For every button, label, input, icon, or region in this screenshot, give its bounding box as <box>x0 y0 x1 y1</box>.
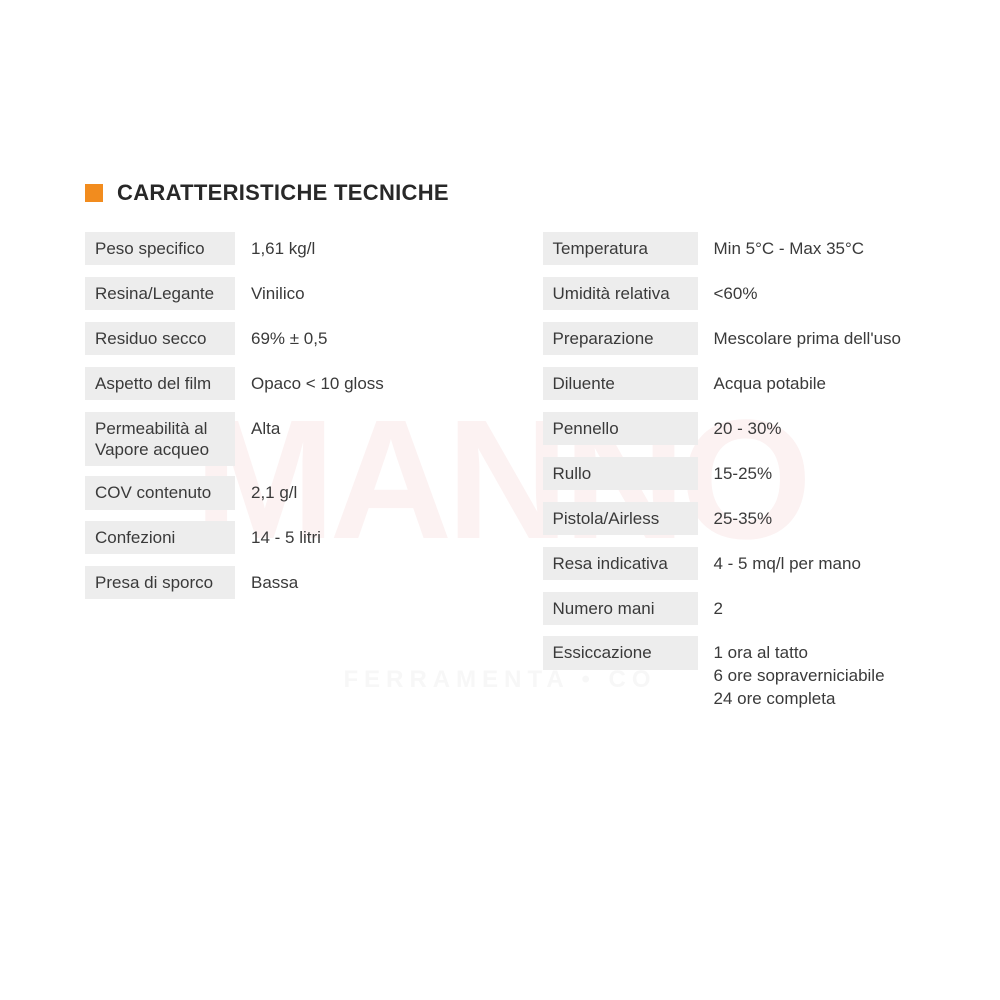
spec-value: 14 - 5 litri <box>235 521 331 556</box>
spec-value: 25-35% <box>698 502 783 537</box>
spec-row: Pennello20 - 30% <box>543 412 941 447</box>
spec-label: Temperatura <box>543 232 698 265</box>
spec-label: Rullo <box>543 457 698 490</box>
spec-value: Opaco < 10 gloss <box>235 367 394 402</box>
bullet-icon <box>85 184 103 202</box>
spec-value: Min 5°C - Max 35°C <box>698 232 875 267</box>
spec-value: Bassa <box>235 566 308 601</box>
spec-label: Umidità relativa <box>543 277 698 310</box>
spec-value: 1,61 kg/l <box>235 232 325 267</box>
spec-value: 4 - 5 mq/l per mano <box>698 547 871 582</box>
spec-value: 20 - 30% <box>698 412 792 447</box>
spec-row: Resa indicativa4 - 5 mq/l per mano <box>543 547 941 582</box>
spec-row: Umidità relativa<60% <box>543 277 941 312</box>
spec-value: Vinilico <box>235 277 315 312</box>
spec-label: Pistola/Airless <box>543 502 698 535</box>
spec-row: DiluenteAcqua potabile <box>543 367 941 402</box>
spec-label: COV contenuto <box>85 476 235 509</box>
spec-value: 69% ± 0,5 <box>235 322 337 357</box>
spec-row: Rullo15-25% <box>543 457 941 492</box>
spec-label: Peso specifico <box>85 232 235 265</box>
spec-label: Diluente <box>543 367 698 400</box>
spec-row: COV contenuto2,1 g/l <box>85 476 483 511</box>
spec-value: 15-25% <box>698 457 783 492</box>
spec-row: Aspetto del filmOpaco < 10 gloss <box>85 367 483 402</box>
spec-row: Presa di sporcoBassa <box>85 566 483 601</box>
spec-row: Resina/LeganteVinilico <box>85 277 483 312</box>
spec-value: Acqua potabile <box>698 367 836 402</box>
spec-row: Residuo secco69% ± 0,5 <box>85 322 483 357</box>
spec-row: Pistola/Airless25-35% <box>543 502 941 537</box>
spec-value: 2 <box>698 592 733 627</box>
spec-label: Numero mani <box>543 592 698 625</box>
spec-value: Alta <box>235 412 290 447</box>
spec-row: Confezioni14 - 5 litri <box>85 521 483 556</box>
spec-label: Resa indicativa <box>543 547 698 580</box>
spec-sheet: CARATTERISTICHE TECNICHE Peso specifico1… <box>0 0 1000 717</box>
spec-value: <60% <box>698 277 768 312</box>
spec-row: Peso specifico1,61 kg/l <box>85 232 483 267</box>
right-column: TemperaturaMin 5°C - Max 35°CUmidità rel… <box>543 232 941 717</box>
spec-row: Essiccazione1 ora al tatto 6 ore soprave… <box>543 636 941 717</box>
spec-row: Permeabilità al Vapore acqueoAlta <box>85 412 483 467</box>
spec-label: Essiccazione <box>543 636 698 669</box>
spec-value: 2,1 g/l <box>235 476 307 511</box>
spec-label: Pennello <box>543 412 698 445</box>
spec-label: Residuo secco <box>85 322 235 355</box>
spec-label: Resina/Legante <box>85 277 235 310</box>
spec-label: Presa di sporco <box>85 566 235 599</box>
left-column: Peso specifico1,61 kg/lResina/LeganteVin… <box>85 232 483 717</box>
spec-value: 1 ora al tatto 6 ore sopraverniciabile 2… <box>698 636 895 717</box>
spec-value: Mescolare prima dell'uso <box>698 322 912 357</box>
spec-row: Numero mani2 <box>543 592 941 627</box>
spec-row: PreparazioneMescolare prima dell'uso <box>543 322 941 357</box>
spec-row: TemperaturaMin 5°C - Max 35°C <box>543 232 941 267</box>
spec-label: Aspetto del film <box>85 367 235 400</box>
spec-label: Preparazione <box>543 322 698 355</box>
spec-columns: Peso specifico1,61 kg/lResina/LeganteVin… <box>85 232 940 717</box>
spec-label: Confezioni <box>85 521 235 554</box>
section-title: CARATTERISTICHE TECNICHE <box>117 180 449 206</box>
spec-label: Permeabilità al Vapore acqueo <box>85 412 235 467</box>
section-header: CARATTERISTICHE TECNICHE <box>85 180 940 206</box>
